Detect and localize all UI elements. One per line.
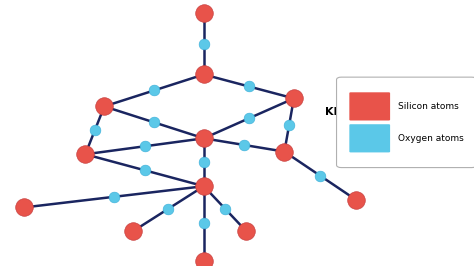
Point (281, 149, 288, 154)
Point (352, 197, 359, 202)
Text: Oxygen atoms: Oxygen atoms (398, 134, 464, 143)
FancyBboxPatch shape (337, 77, 474, 168)
Point (245, 84, 253, 89)
Point (200, 136, 208, 140)
Point (200, 72, 208, 77)
Point (221, 207, 229, 211)
Point (200, 11, 208, 15)
Point (150, 88, 158, 93)
Point (200, 160, 208, 164)
Point (200, 184, 208, 188)
Point (141, 168, 148, 172)
FancyBboxPatch shape (349, 92, 390, 120)
Text: Silicon atoms: Silicon atoms (398, 102, 459, 111)
Point (316, 173, 324, 178)
Point (150, 120, 158, 124)
Point (240, 143, 248, 147)
Point (164, 207, 172, 211)
Point (200, 42, 208, 46)
Point (243, 229, 250, 234)
Point (200, 221, 208, 226)
Point (290, 96, 298, 101)
Point (91, 128, 99, 132)
Point (285, 123, 293, 127)
Point (141, 144, 148, 148)
Point (129, 229, 137, 234)
Point (110, 195, 118, 199)
Point (20, 205, 27, 210)
Point (100, 104, 108, 109)
Text: KEY: KEY (325, 107, 349, 117)
Point (82, 152, 89, 156)
Point (245, 116, 253, 120)
FancyBboxPatch shape (349, 124, 390, 152)
Point (200, 259, 208, 263)
